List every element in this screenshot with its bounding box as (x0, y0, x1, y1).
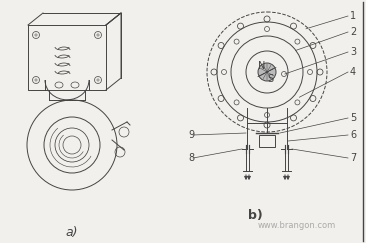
Text: N: N (258, 61, 266, 71)
Text: 3: 3 (350, 47, 356, 57)
Bar (259, 135, 275, 147)
Text: 1: 1 (350, 11, 356, 21)
Text: 9: 9 (188, 130, 194, 140)
Text: 8: 8 (188, 153, 194, 163)
Text: S: S (267, 74, 273, 84)
Text: 6: 6 (350, 130, 356, 140)
Text: a): a) (66, 226, 78, 238)
Text: 2: 2 (350, 27, 356, 37)
Text: b): b) (248, 208, 263, 222)
Circle shape (258, 63, 276, 81)
Text: 5: 5 (350, 113, 356, 123)
Text: www.brangon.com: www.brangon.com (258, 220, 336, 229)
Text: 7: 7 (350, 153, 356, 163)
Text: 4: 4 (350, 67, 356, 77)
